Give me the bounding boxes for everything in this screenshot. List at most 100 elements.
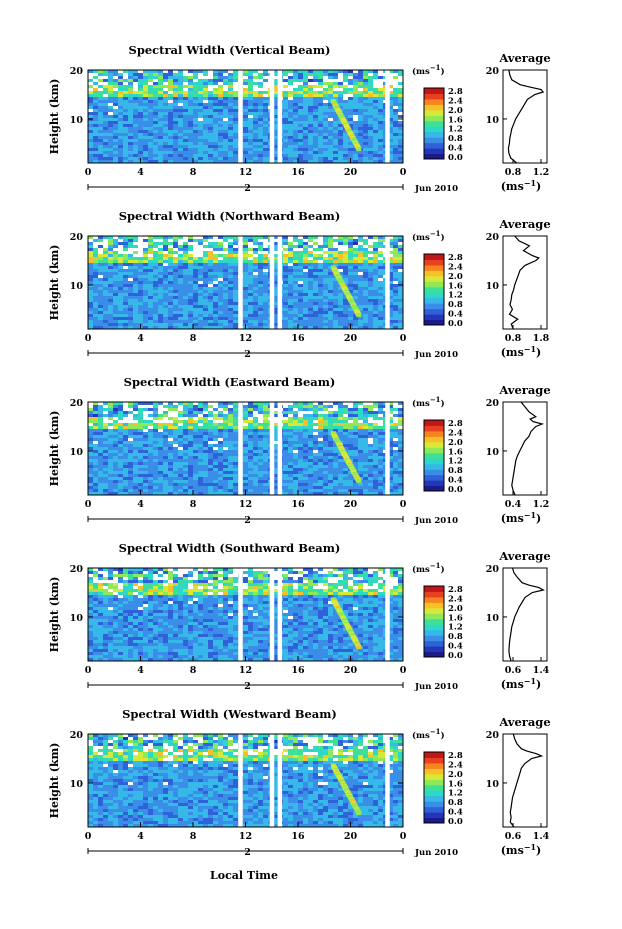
- heatmap-cell: [323, 293, 328, 296]
- heatmap-cell: [263, 115, 268, 118]
- heatmap-cell: [243, 269, 248, 272]
- heatmap-cell: [158, 311, 163, 314]
- heatmap-cell: [293, 266, 298, 269]
- heatmap-cell: [168, 118, 173, 121]
- heatmap-cell: [368, 308, 373, 311]
- heatmap-cell: [393, 245, 398, 248]
- heatmap-cell: [148, 411, 153, 414]
- heatmap-cell: [208, 115, 213, 118]
- heatmap-cell: [218, 441, 223, 444]
- heatmap-cell: [363, 411, 368, 414]
- heatmap-cell: [183, 411, 188, 414]
- heatmap-cell: [153, 136, 158, 139]
- heatmap-cell: [288, 239, 293, 242]
- heatmap-cell: [198, 76, 203, 79]
- colorbar-segment: [424, 104, 444, 111]
- heatmap-cell: [143, 438, 148, 441]
- heatmap-cell: [388, 281, 393, 284]
- heatmap-cell: [213, 91, 218, 94]
- heatmap-cell: [293, 317, 298, 320]
- heatmap-cell: [153, 130, 158, 133]
- heatmap-cell: [348, 308, 353, 311]
- heatmap-cell: [133, 112, 138, 115]
- heatmap-cell: [108, 414, 113, 417]
- heatmap-cell: [233, 326, 238, 329]
- heatmap-cell: [88, 420, 93, 423]
- heatmap-cell: [338, 248, 343, 251]
- heatmap-cell: [103, 417, 108, 420]
- heatmap-cell: [293, 85, 298, 88]
- heatmap-cell: [173, 97, 178, 100]
- heatmap-cell: [133, 272, 138, 275]
- heatmap-cell: [373, 402, 378, 405]
- heatmap-cell: [178, 251, 183, 254]
- heatmap-cell: [288, 251, 293, 254]
- heatmap-cell: [223, 136, 228, 139]
- heatmap-cell: [333, 145, 338, 148]
- heatmap-cell: [368, 97, 373, 100]
- heatmap-cell: [338, 79, 343, 82]
- heatmap-cell: [233, 266, 238, 269]
- heatmap-cell: [293, 133, 298, 136]
- heatmap-cell: [318, 251, 323, 254]
- heatmap-cell: [388, 100, 393, 103]
- heatmap-cell: [373, 133, 378, 136]
- heatmap-cell: [133, 79, 138, 82]
- heatmap-cell: [338, 429, 343, 432]
- heatmap-cell: [213, 426, 218, 429]
- heatmap-cell: [253, 311, 258, 314]
- heatmap-cell: [243, 272, 248, 275]
- heatmap-cell: [218, 266, 223, 269]
- heatmap-cell: [213, 157, 218, 160]
- colorbar-tick-label: 1.6: [448, 115, 463, 125]
- heatmap-cell: [138, 308, 143, 311]
- heatmap-cell: [153, 97, 158, 100]
- heatmap-cell: [358, 426, 363, 429]
- heatmap-cell: [303, 148, 308, 151]
- heatmap-cell: [368, 124, 373, 127]
- heatmap-cell: [243, 236, 248, 239]
- heatmap-cell: [208, 82, 213, 85]
- heatmap-cell: [223, 311, 228, 314]
- heatmap-cell: [188, 100, 193, 103]
- heatmap-cell: [143, 293, 148, 296]
- heatmap-cell: [163, 112, 168, 115]
- heatmap-cell: [393, 148, 398, 151]
- heatmap-cell: [168, 100, 173, 103]
- heatmap-cell: [228, 420, 233, 423]
- heatmap-cell: [228, 94, 233, 97]
- heatmap-cell: [128, 124, 133, 127]
- heatmap-cell: [388, 94, 393, 97]
- heatmap-cell: [203, 248, 208, 251]
- heatmap-cell: [393, 269, 398, 272]
- heatmap-cell: [368, 408, 373, 411]
- heatmap-cell: [233, 305, 238, 308]
- heatmap-cell: [228, 148, 233, 151]
- heatmap-cell: [393, 136, 398, 139]
- heatmap-cell: [223, 429, 228, 432]
- heatmap-cell: [123, 320, 128, 323]
- heatmap-cell: [323, 121, 328, 124]
- heatmap-cell: [118, 103, 123, 106]
- heatmap-cell: [243, 408, 248, 411]
- heatmap-cell: [363, 82, 368, 85]
- heatmap-cell: [258, 121, 263, 124]
- heatmap-cell: [143, 323, 148, 326]
- heatmap-cell: [183, 287, 188, 290]
- heatmap-cell: [128, 257, 133, 260]
- heatmap-cell: [318, 272, 323, 275]
- x-tick-label: 20: [344, 167, 358, 178]
- heatmap-cell: [208, 130, 213, 133]
- heatmap-cell: [143, 287, 148, 290]
- heatmap-cell: [183, 302, 188, 305]
- heatmap-cell: [193, 85, 198, 88]
- heatmap-cell: [298, 239, 303, 242]
- heatmap-cell: [218, 245, 223, 248]
- heatmap-cell: [323, 106, 328, 109]
- heatmap-cell: [258, 118, 263, 121]
- x-tick-label: 0: [400, 333, 407, 344]
- heatmap-cell: [123, 245, 128, 248]
- heatmap-cell: [353, 272, 358, 275]
- heatmap-cell: [213, 142, 218, 145]
- x-tick-label: 16: [291, 167, 305, 178]
